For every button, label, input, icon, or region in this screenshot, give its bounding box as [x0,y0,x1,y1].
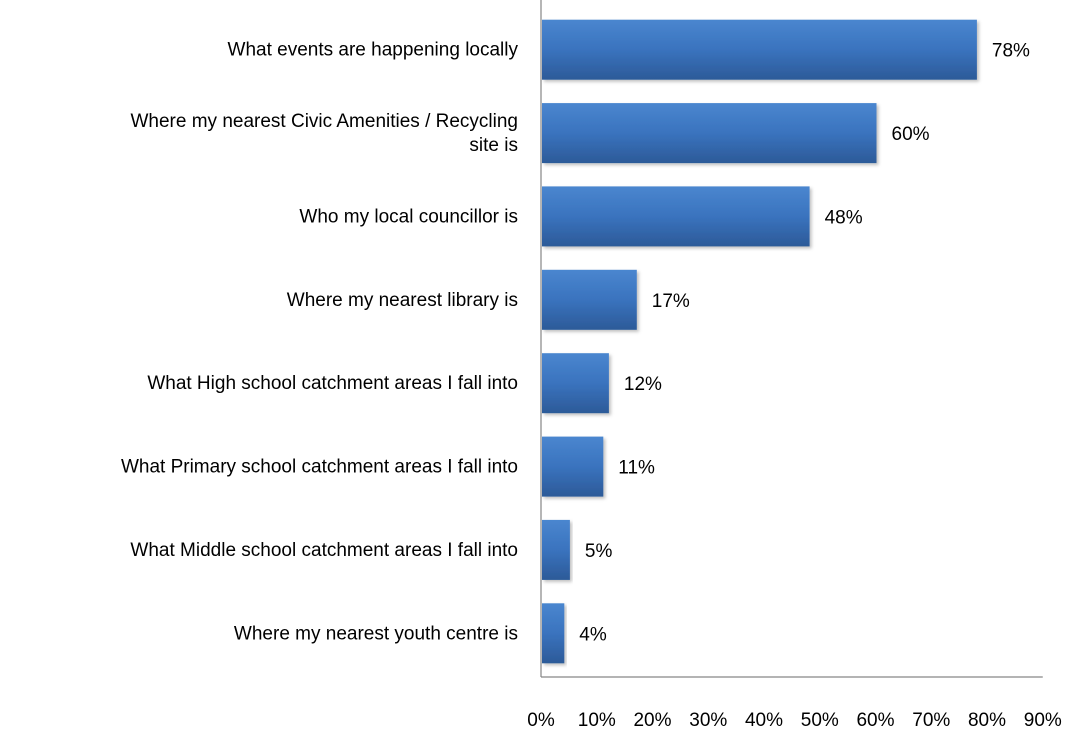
value-label-1: 78% [992,41,1030,62]
category-label-line: Where my nearest library is [287,290,518,311]
category-label-4: Where my nearest library is [287,290,518,311]
value-label-3: 48% [825,207,863,228]
value-label-2: 60% [892,124,930,145]
category-label-1: What events are happening locally [228,40,519,61]
value-label-8: 4% [579,624,607,645]
x-tick-label: 50% [801,710,839,731]
bar-8 [542,603,565,664]
value-label-6: 11% [618,458,655,479]
category-label-8: Where my nearest youth centre is [234,623,518,644]
bar-1 [542,19,977,80]
category-label-7: What Middle school catchment areas I fal… [130,540,518,561]
category-label-3: Who my local councillor is [299,206,518,227]
category-label-line: Where my nearest Civic Amenities / Recyc… [130,111,518,132]
category-label-line: What High school catchment areas I fall … [147,373,518,394]
x-tick-label: 30% [689,710,727,731]
bar-7 [542,519,570,580]
category-label-line: What Primary school catchment areas I fa… [121,457,518,478]
x-tick-label: 90% [1024,710,1062,731]
bar-6 [542,436,604,497]
value-label-5: 12% [624,374,662,395]
bar-3 [542,186,810,247]
value-label-7: 5% [585,541,613,562]
x-tick-label: 60% [856,710,894,731]
plot-area: What events are happening locally 78% Wher… [121,0,1062,731]
bar-5 [542,353,609,414]
category-label-line: Where my nearest youth centre is [234,623,518,644]
category-label-6: What Primary school catchment areas I fa… [121,457,518,478]
x-tick-label: 70% [912,710,950,731]
category-label-2: Where my nearest Civic Amenities / Recyc… [130,111,518,156]
x-tick-label: 20% [633,710,671,731]
category-label-line: What Middle school catchment areas I fal… [130,540,518,561]
category-label-line: Who my local councillor is [299,206,518,227]
category-label-line: What events are happening locally [228,40,519,61]
x-tick-label: 40% [745,710,783,731]
bar-4 [542,269,637,330]
bar-2 [542,103,877,164]
category-label-5: What High school catchment areas I fall … [147,373,518,394]
x-tick-label: 80% [968,710,1006,731]
value-label-4: 17% [652,291,690,312]
category-label-line: site is [469,135,518,156]
x-tick-label: 10% [578,710,616,731]
x-tick-label: 0% [527,710,555,731]
